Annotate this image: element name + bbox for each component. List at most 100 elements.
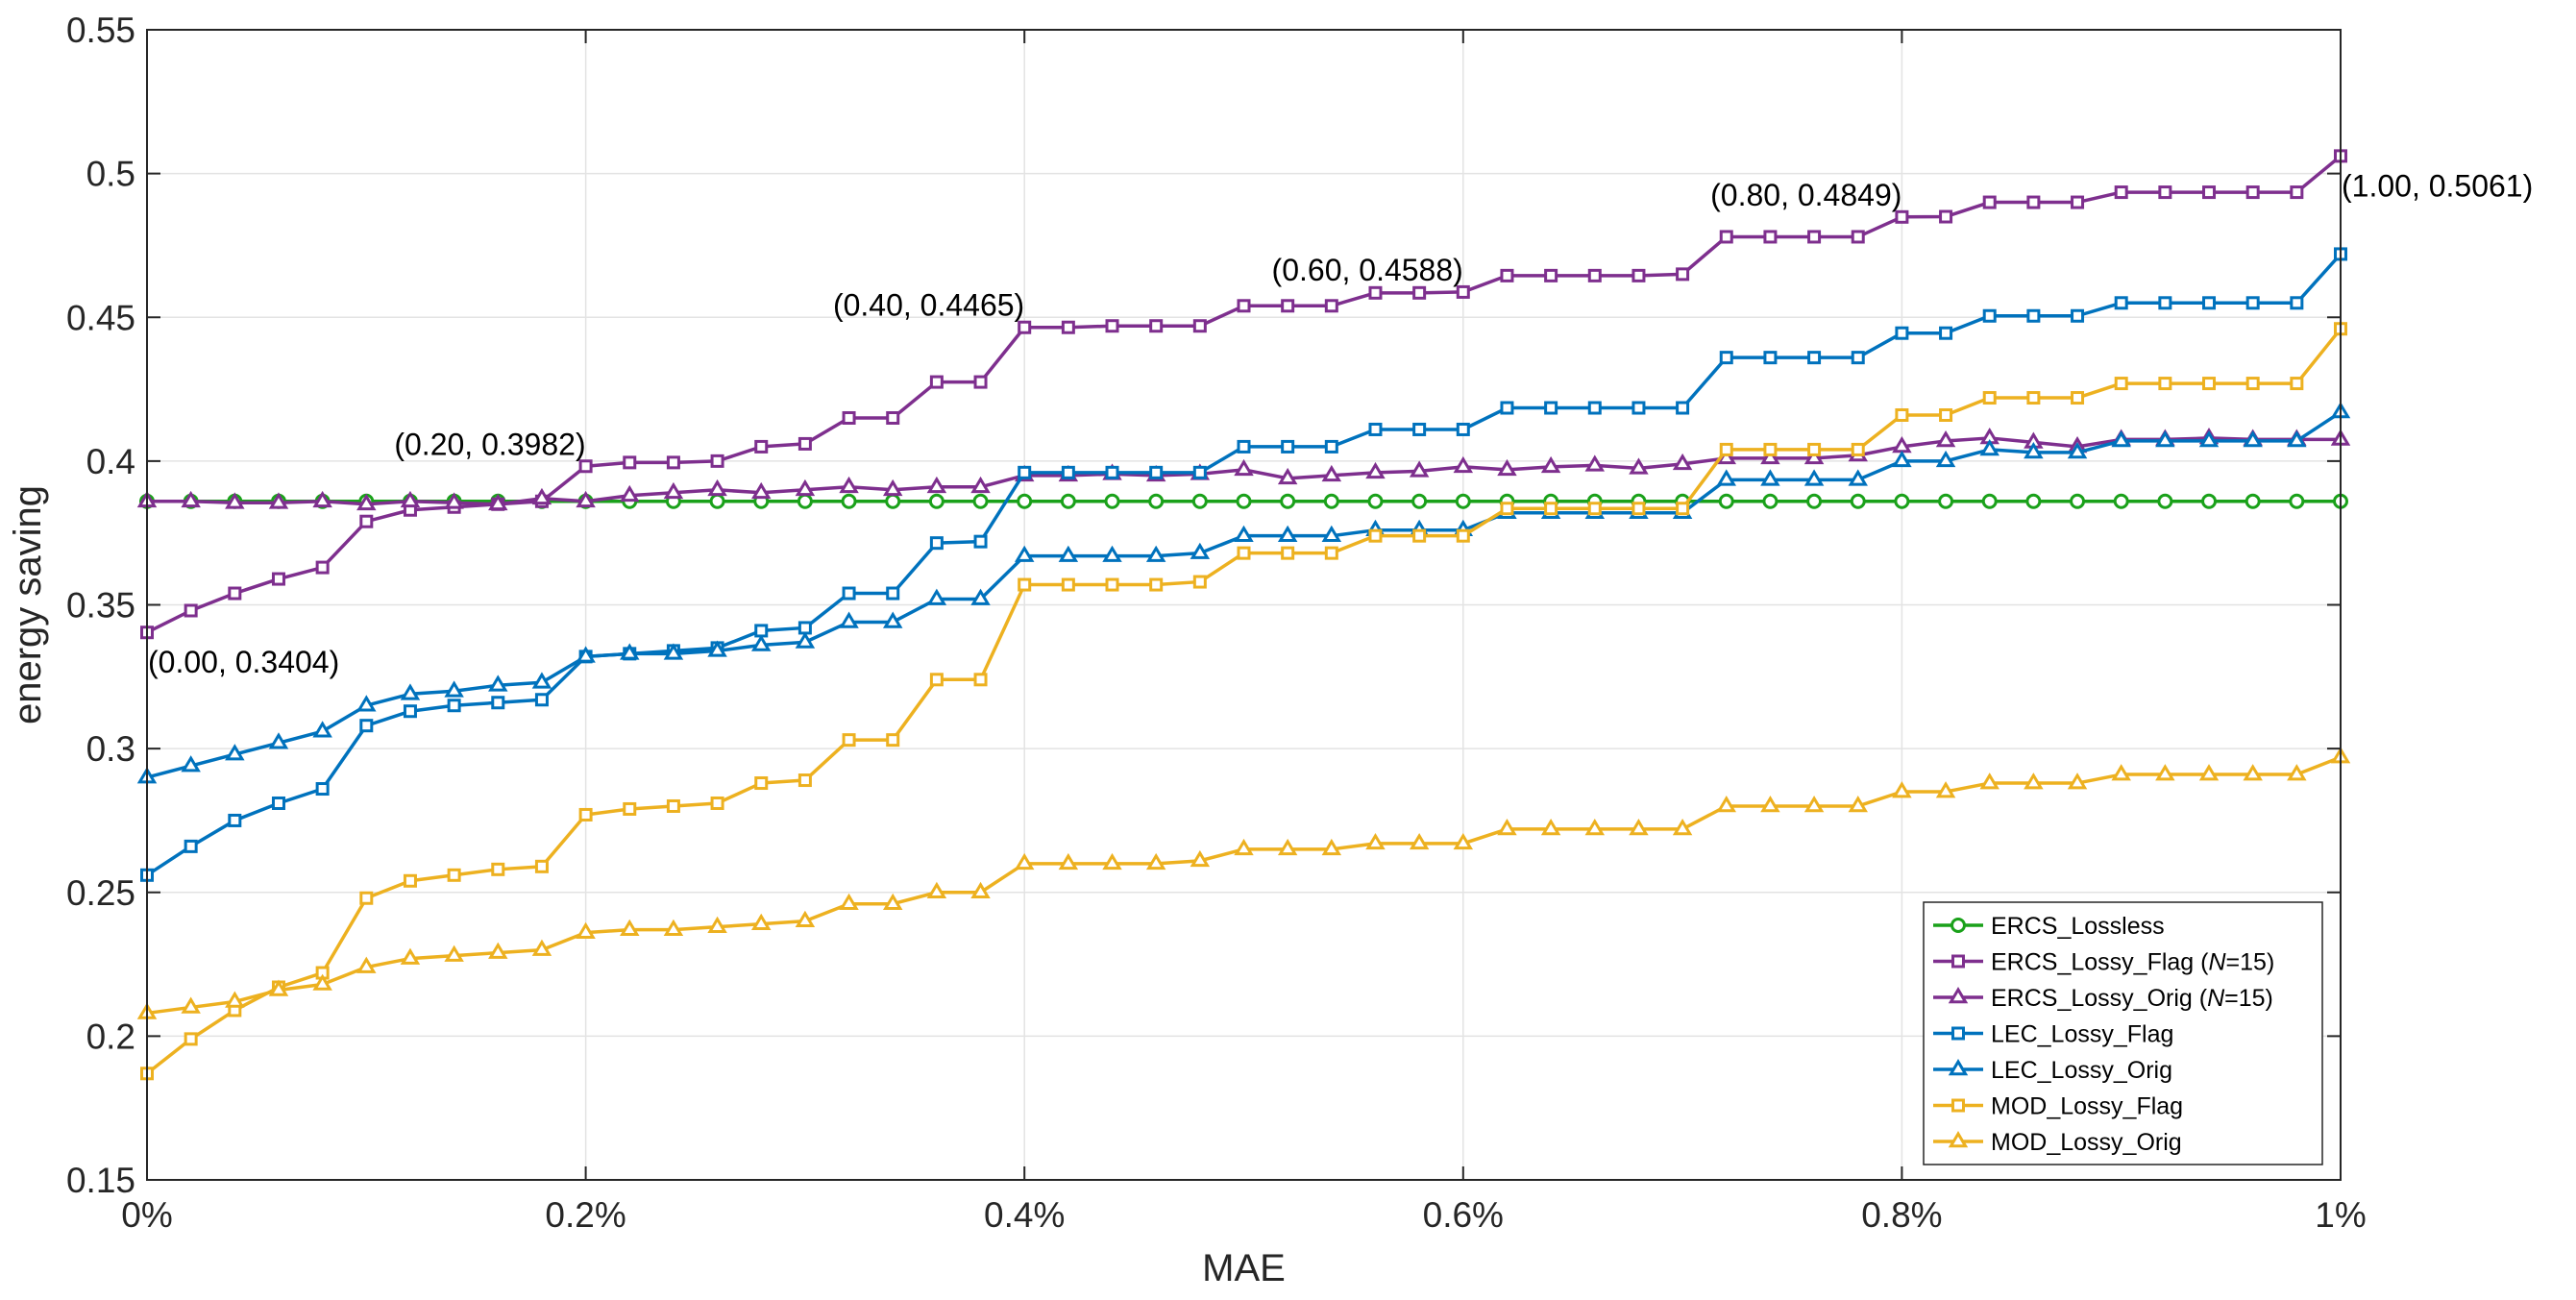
legend-marker xyxy=(1951,1098,1965,1113)
data-point xyxy=(710,796,724,810)
y-tick-label: 0.45 xyxy=(66,298,135,337)
data-point xyxy=(1763,351,1778,365)
data-point xyxy=(1500,502,1514,516)
data-point xyxy=(1587,401,1602,415)
data-point xyxy=(1324,439,1338,454)
series-mod-lossy-orig xyxy=(136,747,2351,1019)
data-point xyxy=(707,478,727,497)
legend-label: ERCS_Lossy_Flag (N=15) xyxy=(1991,949,2274,976)
data-point xyxy=(184,839,198,853)
data-point xyxy=(2026,195,2041,209)
data-point xyxy=(1676,267,1690,282)
data-point xyxy=(1631,401,1646,415)
legend-label: ERCS_Lossy_Orig (N=15) xyxy=(1991,985,2273,1012)
data-point xyxy=(926,476,947,494)
data-point xyxy=(1102,545,1122,562)
data-point xyxy=(1979,438,1999,456)
legend-label: MOD_Lossy_Orig xyxy=(1991,1129,2182,1156)
data-point xyxy=(2202,185,2217,200)
data-point xyxy=(1321,525,1342,542)
data-point xyxy=(2245,185,2260,200)
data-point xyxy=(2243,764,2263,781)
data-point xyxy=(707,916,727,933)
data-point xyxy=(578,807,593,822)
data-point xyxy=(1672,818,1693,836)
x-tick-label: 0.2% xyxy=(545,1195,626,1235)
data-point xyxy=(1544,502,1558,516)
data-point xyxy=(1587,502,1602,516)
data-point xyxy=(403,704,417,719)
data-point xyxy=(356,493,377,511)
data-point xyxy=(1760,447,1780,465)
data-point xyxy=(534,859,549,873)
data-point xyxy=(1719,351,1733,365)
data-point xyxy=(1807,351,1822,365)
data-point xyxy=(359,719,374,733)
data-point xyxy=(1237,439,1251,454)
data-point xyxy=(1935,450,1956,468)
data-point xyxy=(271,572,285,586)
data-point xyxy=(2198,429,2220,448)
data-point xyxy=(926,881,947,899)
data-point xyxy=(488,493,508,511)
data-point xyxy=(400,947,421,965)
data-point xyxy=(1760,469,1780,486)
data-point xyxy=(2114,377,2128,391)
data-point xyxy=(1365,461,1386,479)
legend-label: LEC_Lossy_Orig xyxy=(1991,1057,2172,1084)
legend-label: LEC_Lossy_Flag xyxy=(1991,1021,2173,1048)
data-point xyxy=(1676,502,1690,516)
data-point xyxy=(2067,441,2088,459)
data-point xyxy=(973,534,988,549)
data-point xyxy=(1324,299,1338,313)
data-point xyxy=(228,813,242,827)
data-point xyxy=(886,733,900,748)
data-point xyxy=(1851,230,1865,244)
data-point xyxy=(2198,764,2220,781)
data-point xyxy=(751,481,772,500)
data-point xyxy=(929,536,944,551)
data-point xyxy=(181,755,201,773)
data-point xyxy=(842,586,856,601)
data-point xyxy=(576,646,596,663)
data-point xyxy=(795,478,816,497)
data-point xyxy=(1672,453,1693,471)
data-point xyxy=(929,673,944,687)
data-point xyxy=(1018,465,1032,479)
y-tick-label: 0.2 xyxy=(86,1017,135,1056)
data-point xyxy=(1584,818,1606,836)
data-point xyxy=(1104,493,1120,509)
data-point xyxy=(1938,493,1954,509)
data-point xyxy=(488,675,508,692)
data-point xyxy=(1456,528,1470,543)
data-point xyxy=(184,1032,198,1046)
legend-item: MOD_Lossy_Flag xyxy=(1933,1093,2183,1120)
data-point xyxy=(576,490,596,508)
data-point xyxy=(578,459,593,474)
data-point xyxy=(2245,296,2260,310)
data-point xyxy=(707,640,727,657)
data-point xyxy=(751,913,772,930)
data-point xyxy=(359,514,374,528)
data-point xyxy=(268,732,289,749)
data-point xyxy=(1191,493,1208,509)
data-point xyxy=(1850,493,1866,509)
legend: ERCS_Lossless ERCS_Lossy_Flag (N=15) ERCS_… xyxy=(1923,901,2323,1165)
data-point xyxy=(1851,442,1865,456)
data-point xyxy=(1894,493,1910,509)
data-point xyxy=(2289,493,2305,509)
x-tick-label: 0.4% xyxy=(984,1195,1065,1235)
legend-marker xyxy=(1951,1026,1965,1041)
data-point xyxy=(1939,326,1953,340)
legend-marker xyxy=(1950,918,1966,933)
data-point xyxy=(400,683,421,700)
y-tick-label: 0.4 xyxy=(86,442,135,481)
data-point xyxy=(1412,422,1427,436)
data-point xyxy=(970,881,991,899)
data-point xyxy=(1192,575,1207,589)
data-point xyxy=(1105,577,1119,592)
data-point xyxy=(1018,320,1032,334)
annotation-label: (1.00, 0.5061) xyxy=(2342,168,2533,203)
data-point xyxy=(488,942,508,959)
data-point xyxy=(181,996,201,1014)
